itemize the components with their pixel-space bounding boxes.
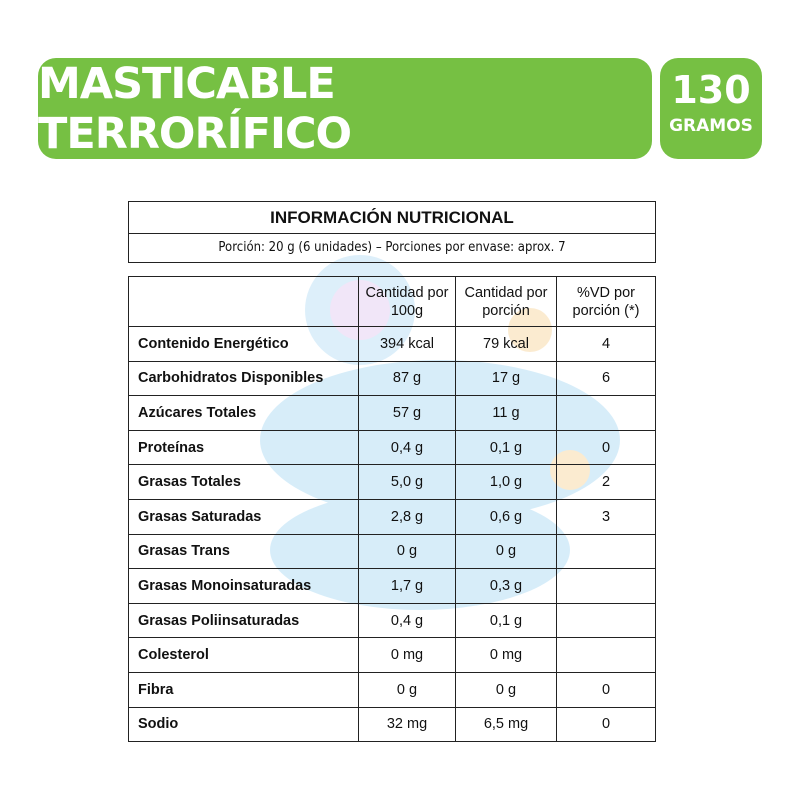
table-cell: 1,7 g [358,568,456,604]
table-cell: 3 [556,498,656,535]
table-cell: 0 [556,706,656,743]
table-cell: 87 g [358,360,456,397]
table-cell: Proteínas [128,429,359,466]
table-cell: 0 g [455,533,557,570]
product-title: MASTICABLE TERRORÍFICO [38,58,352,159]
table-cell: 2,8 g [358,498,456,535]
table-cell: 6 [556,360,656,397]
table-cell: 0 g [455,671,557,708]
table-row: Grasas Monoinsaturadas 1,7 g 0,3 g [128,568,656,604]
table-cell: 0 mg [358,637,456,673]
serving-info: Porción: 20 g (6 unidades) – Porciones p… [218,240,566,255]
table-cell: Grasas Monoinsaturadas [128,568,359,604]
table-cell: 1,0 g [455,464,557,500]
table-cell: 0 [556,429,656,466]
nutrition-header-box: INFORMACIÓN NUTRICIONAL Porción: 20 g (6… [128,201,656,263]
table-cell [556,637,656,673]
table-row: Sodio 32 mg 6,5 mg 0 [128,706,656,743]
table-cell: Azúcares Totales [128,395,359,431]
weight-value: 130 [671,68,751,112]
nutrition-title: INFORMACIÓN NUTRICIONAL [129,202,655,234]
table-cell: Colesterol [128,637,359,673]
table-header-row: Cantidad por 100g Cantidad por porción %VD… [128,276,656,327]
table-cell: 0 mg [455,637,557,673]
table-cell [556,568,656,604]
table-cell: Grasas Poliinsaturadas [128,602,359,639]
table-cell: 0,4 g [358,602,456,639]
table-cell: Cantidad por 100g [358,276,456,327]
table-cell: 0,4 g [358,429,456,466]
table-row: Colesterol 0 mg 0 mg [128,637,656,673]
table-cell [128,276,359,327]
table-cell: 0,1 g [455,429,557,466]
table-cell: 2 [556,464,656,500]
table-cell [556,533,656,570]
table-cell: Cantidad por porción [455,276,557,327]
table-row: Azúcares Totales 57 g 11 g [128,395,656,431]
table-cell: 79 kcal [455,326,557,362]
table-row: Contenido Energético 394 kcal 79 kcal 4 [128,326,656,362]
table-cell: 0,3 g [455,568,557,604]
table-cell: 0 [556,671,656,708]
table-row: Grasas Poliinsaturadas 0,4 g 0,1 g [128,602,656,639]
table-cell: %VD por porción (*) [556,276,656,327]
table-cell [556,395,656,431]
table-cell: 57 g [358,395,456,431]
table-cell: 0 g [358,671,456,708]
table-cell: Contenido Energético [128,326,359,362]
table-cell: 0,6 g [455,498,557,535]
table-cell: 0 g [358,533,456,570]
table-cell: 4 [556,326,656,362]
table-cell: 5,0 g [358,464,456,500]
table-cell: 32 mg [358,706,456,743]
table-cell: Grasas Trans [128,533,359,570]
table-cell: Grasas Saturadas [128,498,359,535]
table-cell: Fibra [128,671,359,708]
weight-unit: GRAMOS [669,116,753,136]
nutrition-table: Cantidad por 100g Cantidad por porción %VD… [128,276,656,743]
table-cell: 0,1 g [455,602,557,639]
table-cell [556,602,656,639]
product-title-banner: MASTICABLE TERRORÍFICO [38,58,652,159]
table-cell: 11 g [455,395,557,431]
table-cell: 6,5 mg [455,706,557,743]
table-cell: 17 g [455,360,557,397]
table-cell: Grasas Totales [128,464,359,500]
table-cell: Carbohidratos Disponibles [128,360,359,397]
weight-badge: 130 GRAMOS [660,58,762,159]
table-cell: Sodio [128,706,359,743]
table-cell: 394 kcal [358,326,456,362]
